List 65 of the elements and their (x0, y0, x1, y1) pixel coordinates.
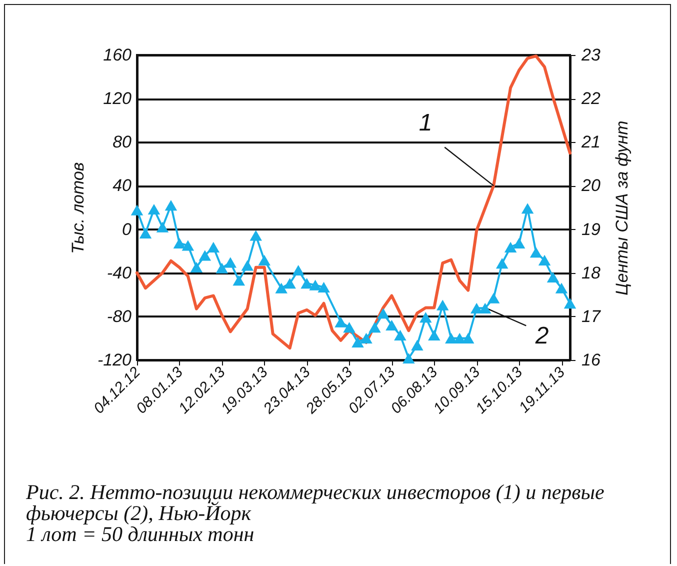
point (232, 274, 246, 286)
annotation: 1 (418, 110, 432, 137)
point (284, 278, 296, 289)
y2-tick-label: 23 (580, 46, 601, 64)
point (496, 258, 508, 269)
point (512, 238, 526, 249)
point (190, 262, 203, 272)
y2-tick-label: 18 (582, 263, 601, 282)
point (564, 298, 576, 309)
point (198, 250, 212, 261)
point (241, 260, 254, 271)
y2-tick-label: 22 (580, 89, 601, 108)
point (182, 240, 194, 251)
y-tick-label: 40 (112, 176, 132, 196)
point (334, 316, 347, 328)
annotation: 2 (534, 322, 549, 350)
y2-axis-title: Центы США за фунт (612, 120, 632, 296)
point (360, 332, 372, 344)
point (411, 340, 424, 350)
y-tick-label: 80 (112, 132, 132, 152)
point (428, 330, 440, 340)
point (130, 204, 144, 216)
point (309, 280, 322, 290)
y2-tick-label: 20 (580, 176, 601, 196)
point (156, 222, 169, 232)
y2-tick-label: 17 (582, 306, 601, 326)
point (538, 254, 551, 266)
point (352, 336, 364, 348)
point (275, 282, 288, 294)
point (148, 204, 160, 215)
y-tick-label: 120 (103, 89, 132, 108)
point (318, 282, 330, 293)
point (207, 242, 220, 252)
point (530, 247, 542, 258)
point (546, 272, 560, 283)
point (139, 228, 152, 239)
point (300, 278, 313, 289)
point (521, 203, 534, 214)
point (250, 230, 262, 241)
point (555, 282, 568, 294)
point (420, 312, 432, 323)
point (368, 322, 381, 333)
point (377, 308, 390, 319)
point (164, 200, 178, 211)
y-tick-label: 0 (122, 220, 132, 239)
point (402, 352, 415, 364)
point (216, 262, 228, 274)
point (258, 254, 270, 266)
y2-tick-label: 19 (582, 220, 601, 239)
y2-tick-label: 21 (580, 132, 600, 152)
y-tick-label: 160 (103, 46, 132, 64)
point (436, 300, 449, 310)
y-tick-label: -80 (106, 306, 132, 326)
point (394, 330, 406, 340)
y-tick-label: -40 (106, 263, 132, 282)
text: Рис. 2. Нетто-позиции некоммерческих инвесторов (1) и первые фьючерсы (2), Нью-Йорк (26, 480, 606, 525)
point (487, 292, 500, 304)
point (292, 264, 304, 276)
y2-tick-label: 16 (582, 350, 601, 370)
y-axis-title: Тыс. лотов (68, 162, 88, 254)
point (224, 257, 237, 268)
point (386, 320, 398, 330)
point (504, 242, 517, 252)
point (343, 322, 356, 333)
point (173, 238, 186, 249)
